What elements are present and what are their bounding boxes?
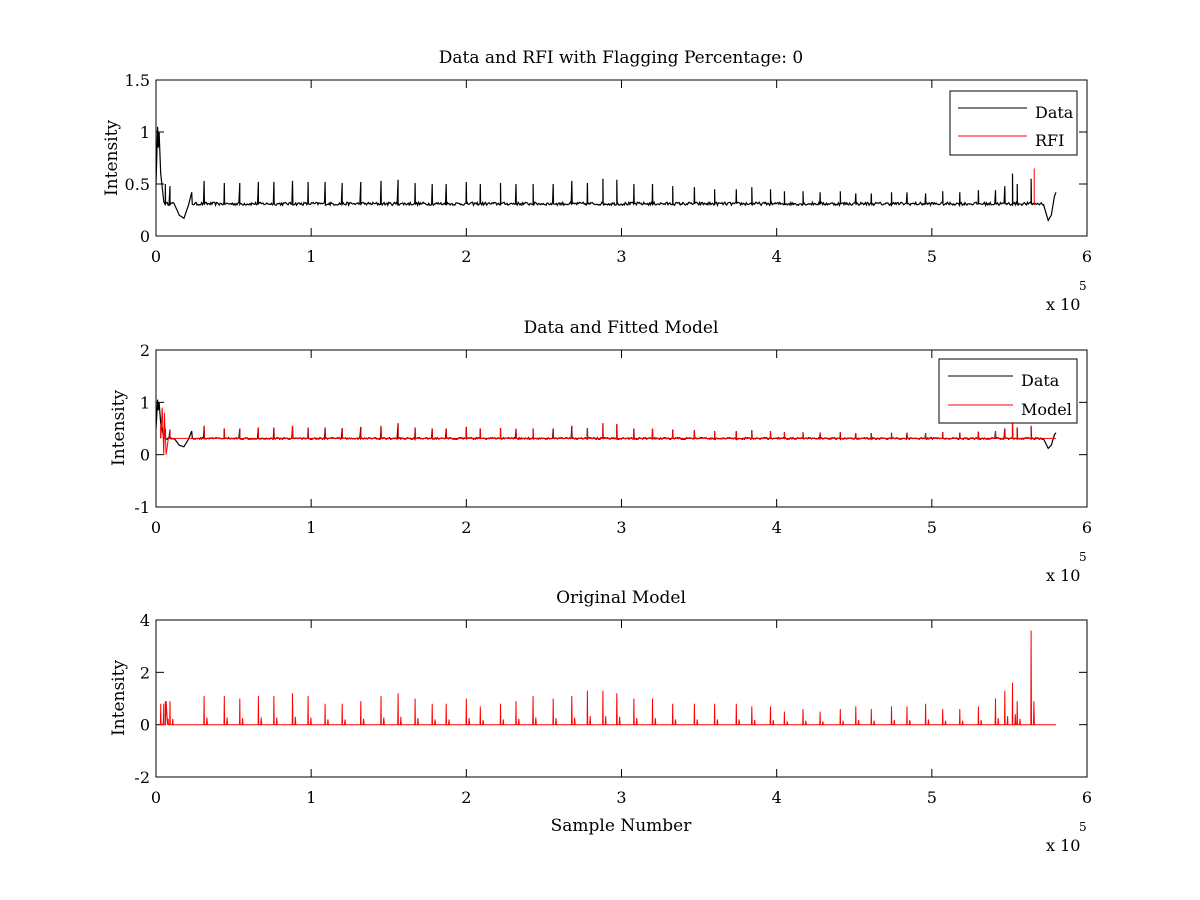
panel-fitted-x-multiplier: x 10	[1046, 566, 1080, 585]
panel-rfi-data-line	[156, 126, 1057, 222]
panel-fitted-legend: Data Model	[938, 358, 1078, 424]
panel-fitted-model-line	[160, 407, 1056, 455]
legend-label-data: Data	[1021, 371, 1060, 390]
panel-fitted-xtick-label: 6	[1082, 518, 1092, 537]
panel-fitted-ytick-label: 1	[140, 393, 150, 412]
panel-rfi-xtick-label: 3	[616, 247, 626, 266]
panel-original-x-exponent: 5	[1079, 820, 1087, 834]
panel-original-xlabel: Sample Number	[551, 816, 693, 836]
panel-fitted-ytick-label: 2	[140, 341, 150, 360]
panel-rfi-x-exponent: 5	[1079, 279, 1087, 293]
panel-fitted-xtick-label: 4	[772, 518, 782, 537]
panel-fitted-model: Data and Fitted Model Intensity 0 1 2 3 4 5 6 -…	[109, 318, 1092, 585]
panel-rfi-ytick-label: 1	[140, 123, 150, 142]
legend-label-model: Model	[1021, 400, 1072, 419]
panel-rfi-xtick-label: 0	[151, 247, 161, 266]
panel-original-xtick-label: 6	[1082, 788, 1092, 807]
legend-label-data: Data	[1035, 103, 1074, 122]
panel-original-xtick-label: 3	[616, 788, 626, 807]
panel-rfi-title: Data and RFI with Flagging Percentage: 0	[439, 48, 803, 68]
panel-fitted-series-group	[156, 399, 1057, 455]
panel-rfi-xtick-label: 2	[461, 247, 471, 266]
panel-rfi-ylabel: Intensity	[102, 120, 122, 196]
panel-original-xtick-label: 5	[927, 788, 937, 807]
panel-rfi-xtick-label: 6	[1082, 247, 1092, 266]
panel-original-xtick-label: 2	[461, 788, 471, 807]
panel-fitted-ytick-label: -1	[134, 498, 150, 517]
panel-original-ytick-label: 2	[140, 663, 150, 682]
panel-original-x-multiplier: x 10	[1046, 836, 1080, 855]
panel-fitted-legend-box	[938, 358, 1078, 424]
panel-rfi-xtick-label: 5	[927, 247, 937, 266]
panel-rfi-x-multiplier: x 10	[1046, 295, 1080, 314]
panel-fitted-ylabel: Intensity	[109, 390, 129, 466]
panel-rfi-series-group	[156, 126, 1057, 222]
panel-rfi-ytick-label: 1.5	[125, 71, 150, 90]
panel-original-xtick-label: 4	[772, 788, 782, 807]
panel-rfi: Data and RFI with Flagging Percentage: 0…	[102, 48, 1092, 314]
panel-fitted-ytick-label: 0	[140, 446, 150, 465]
panel-fitted-xtick-label: 0	[151, 518, 161, 537]
panel-rfi-ytick-label: 0.5	[125, 175, 150, 194]
panel-rfi-plot-area: 0 1 2 3 4 5 6 0 0.5 1 1.5	[125, 71, 1093, 266]
panel-original-series-group	[159, 630, 1056, 726]
panel-rfi-legend-box	[949, 90, 1078, 156]
panel-original-ytick-label: 0	[140, 716, 150, 735]
panel-original-xtick-label: 0	[151, 788, 161, 807]
panel-fitted-x-exponent: 5	[1079, 550, 1087, 564]
panel-original-model: Original Model Intensity Sample Number 0…	[109, 588, 1092, 855]
panel-original-model-line	[159, 630, 1056, 726]
panel-fitted-title: Data and Fitted Model	[524, 318, 719, 338]
panel-original-xtick-label: 1	[306, 788, 316, 807]
legend-label-rfi: RFI	[1035, 131, 1064, 150]
panel-fitted-xtick-label: 2	[461, 518, 471, 537]
panel-original-ytick-label: -2	[134, 768, 150, 787]
panel-original-ylabel: Intensity	[109, 660, 129, 736]
panel-fitted-xtick-label: 1	[306, 518, 316, 537]
panel-rfi-xtick-label: 4	[772, 247, 782, 266]
panel-fitted-xtick-label: 3	[616, 518, 626, 537]
panel-rfi-ytick-label: 0	[140, 227, 150, 246]
panel-rfi-xtick-label: 1	[306, 247, 316, 266]
panel-original-title: Original Model	[556, 588, 686, 608]
panel-fitted-xtick-label: 5	[927, 518, 937, 537]
panel-original-ytick-label: 4	[140, 611, 150, 630]
panel-rfi-legend: Data RFI	[949, 90, 1078, 156]
